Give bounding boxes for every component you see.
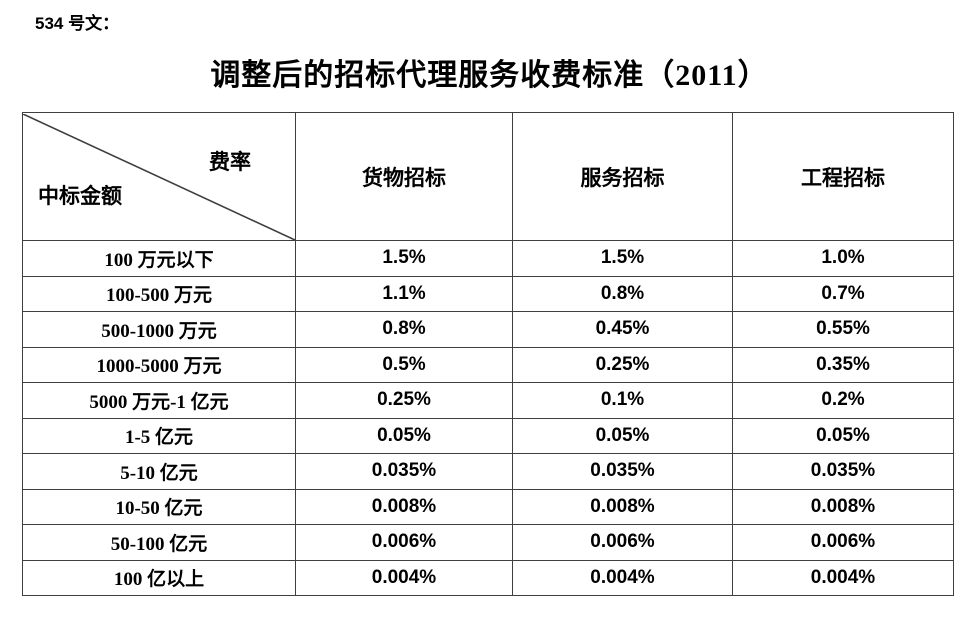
- rate-cell: 0.05%: [732, 417, 954, 454]
- rate-cell: 0.035%: [295, 453, 513, 490]
- column-header-service-bidding: 服务招标: [512, 112, 733, 241]
- table-row: 5000 万元-1 亿元 0.25% 0.1% 0.2%: [22, 382, 954, 419]
- row-label: 100 亿以上: [22, 559, 296, 596]
- page-title: 调整后的招标代理服务收费标准（2011）: [210, 59, 769, 92]
- rate-cell: 0.035%: [512, 453, 733, 490]
- table-row: 1000-5000 万元 0.5% 0.25% 0.35%: [22, 346, 954, 383]
- table-row: 100 万元以下 1.5% 1.5% 1.0%: [22, 240, 954, 277]
- rate-cell: 0.004%: [512, 559, 733, 596]
- rate-cell: 0.006%: [512, 524, 733, 561]
- rate-cell: 0.8%: [295, 311, 513, 348]
- rate-cell: 0.008%: [295, 488, 513, 525]
- rate-cell: 0.1%: [512, 382, 733, 419]
- rate-cell: 0.008%: [512, 488, 733, 525]
- row-label: 5000 万元-1 亿元: [22, 382, 296, 419]
- rate-cell: 0.004%: [295, 559, 513, 596]
- rate-cell: 0.45%: [512, 311, 733, 348]
- table-row: 5-10 亿元 0.035% 0.035% 0.035%: [22, 453, 954, 490]
- row-label: 1000-5000 万元: [22, 346, 296, 383]
- rate-cell: 0.5%: [295, 346, 513, 383]
- rate-cell: 0.05%: [295, 417, 513, 454]
- rate-cell: 0.004%: [732, 559, 954, 596]
- table-row: 10-50 亿元 0.008% 0.008% 0.008%: [22, 488, 954, 525]
- rate-cell: 0.8%: [512, 275, 733, 312]
- table-row: 1-5 亿元 0.05% 0.05% 0.05%: [22, 417, 954, 454]
- corner-label-bid-amount: 中标金额: [38, 183, 122, 208]
- rate-cell: 0.35%: [732, 346, 954, 383]
- column-header-engineering-bidding: 工程招标: [732, 112, 954, 241]
- rate-cell: 0.006%: [732, 524, 954, 561]
- rate-cell: 1.5%: [512, 240, 733, 277]
- rate-cell: 1.0%: [732, 240, 954, 277]
- row-label: 500-1000 万元: [22, 311, 296, 348]
- table-row: 500-1000 万元 0.8% 0.45% 0.55%: [22, 311, 954, 348]
- rate-cell: 0.05%: [512, 417, 733, 454]
- column-header-goods-bidding: 货物招标: [295, 112, 513, 241]
- rate-cell: 1.5%: [295, 240, 513, 277]
- corner-cell: 费率 中标金额: [22, 112, 296, 241]
- fee-table-body: 100 万元以下 1.5% 1.5% 1.0% 100-500 万元 1.1% …: [22, 240, 954, 596]
- rate-cell: 0.7%: [732, 275, 954, 312]
- rate-cell: 0.035%: [732, 453, 954, 490]
- rate-cell: 0.25%: [512, 346, 733, 383]
- diagonal-divider-line: [23, 114, 295, 240]
- row-label: 5-10 亿元: [22, 453, 296, 490]
- rate-cell: 0.2%: [732, 382, 954, 419]
- doc-number-label: 534 号文：: [35, 14, 120, 33]
- fee-table: 费率 中标金额 货物招标 服务招标 工程招标 100 万元以下 1.5% 1.5…: [22, 112, 954, 596]
- rate-cell: 0.25%: [295, 382, 513, 419]
- rate-cell: 0.008%: [732, 488, 954, 525]
- row-label: 1-5 亿元: [22, 417, 296, 454]
- corner-label-rate: 费率: [209, 149, 251, 174]
- row-label: 10-50 亿元: [22, 488, 296, 525]
- corner-cell-inner: 费率 中标金额: [23, 114, 295, 240]
- table-row: 50-100 亿元 0.006% 0.006% 0.006%: [22, 524, 954, 561]
- header-row: 费率 中标金额 货物招标 服务招标 工程招标: [22, 112, 954, 241]
- row-label: 50-100 亿元: [22, 524, 296, 561]
- table-row: 100 亿以上 0.004% 0.004% 0.004%: [22, 559, 954, 596]
- row-label: 100 万元以下: [22, 240, 296, 277]
- row-label: 100-500 万元: [22, 275, 296, 312]
- table-row: 100-500 万元 1.1% 0.8% 0.7%: [22, 275, 954, 312]
- rate-cell: 0.55%: [732, 311, 954, 348]
- rate-cell: 0.006%: [295, 524, 513, 561]
- rate-cell: 1.1%: [295, 275, 513, 312]
